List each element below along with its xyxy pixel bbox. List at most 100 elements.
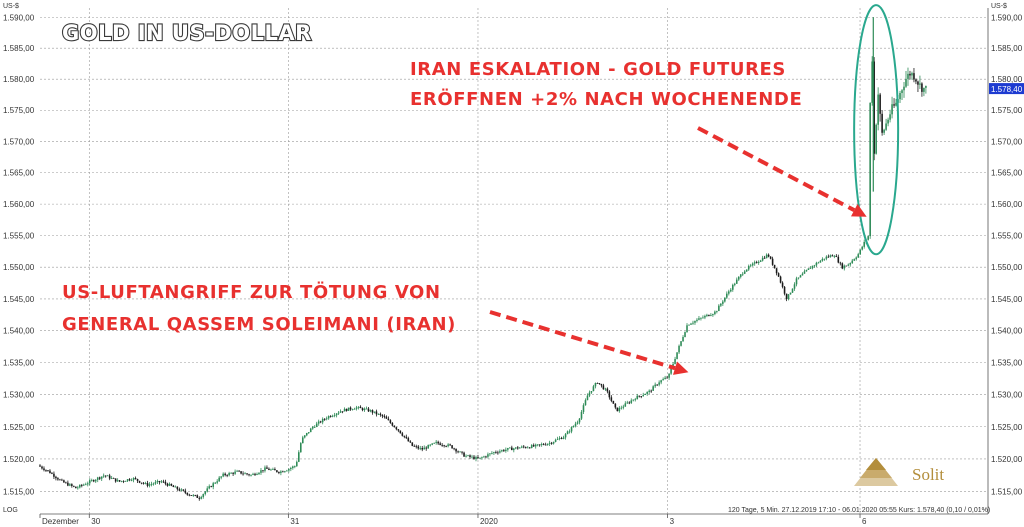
candle-body — [343, 408, 346, 412]
candle-body — [357, 406, 360, 408]
candle-body — [757, 261, 760, 263]
candle-body — [917, 81, 919, 85]
candle-body — [696, 319, 698, 321]
candle-body — [391, 422, 394, 426]
candle-body — [144, 482, 147, 484]
candle-body — [724, 297, 726, 302]
candle-body — [528, 447, 531, 449]
candle-body — [817, 262, 820, 264]
candle-body — [449, 444, 451, 446]
candle-body — [624, 403, 627, 407]
candle-body — [479, 457, 481, 459]
candle-body — [554, 439, 557, 442]
candle-body — [288, 469, 290, 471]
candle-body — [361, 408, 364, 411]
candle-body — [75, 486, 77, 489]
candle-body — [303, 435, 306, 438]
candle-body — [278, 471, 280, 473]
candle-body — [622, 406, 625, 408]
candle-body — [431, 443, 433, 445]
y-unit-label-right: US-$ — [991, 3, 1007, 10]
candle-body — [299, 443, 302, 453]
candle-body — [327, 416, 330, 419]
candle-body — [120, 480, 123, 482]
candle-body — [887, 119, 889, 124]
candle-body — [405, 436, 408, 439]
candle-body — [542, 444, 545, 446]
arrow-shaft — [489, 310, 676, 371]
candle-body — [264, 467, 266, 471]
y-tick-label-left: 1.545,00 — [3, 295, 35, 304]
candle-body — [401, 433, 404, 436]
candle-body — [409, 441, 412, 443]
candle-body — [459, 451, 461, 453]
candle-body — [435, 441, 437, 443]
candle-body — [234, 471, 236, 474]
candle-body — [383, 416, 386, 418]
candle-body — [678, 345, 680, 353]
candle-body — [600, 383, 603, 386]
candle-body — [51, 473, 53, 474]
candle-body — [321, 418, 324, 423]
candle-body — [903, 86, 905, 91]
candle-body — [765, 254, 768, 259]
candle-body — [520, 446, 523, 448]
candle-body — [654, 384, 656, 387]
y-tick-label-left: 1.515,00 — [3, 487, 35, 496]
candle-body — [919, 83, 921, 85]
candle-body — [447, 444, 449, 447]
candle-body — [598, 383, 601, 384]
candle-body — [136, 478, 139, 481]
candle-body — [566, 431, 569, 435]
last-price-marker — [989, 83, 1024, 95]
candle-body — [489, 453, 491, 455]
candle-body — [45, 470, 47, 471]
candle-body — [739, 274, 742, 277]
candle-body — [857, 254, 860, 258]
y-tick-label-right: 1.555,00 — [991, 232, 1023, 241]
candle-body — [702, 317, 704, 319]
candle-body — [417, 446, 420, 449]
candle-body — [584, 400, 587, 406]
candle-body — [94, 479, 97, 482]
candle-body — [140, 482, 143, 484]
candle-body — [188, 494, 191, 496]
candle-body — [325, 418, 328, 420]
candle-body — [540, 444, 543, 446]
candle-body — [801, 273, 804, 276]
candle-body — [305, 432, 308, 436]
candle-body — [421, 447, 424, 450]
y-tick-label-right: 1.560,00 — [991, 200, 1023, 209]
candle-body — [614, 403, 617, 408]
candle-body — [309, 428, 312, 433]
candle-body — [116, 480, 119, 482]
candle-body — [457, 451, 459, 453]
candle-body — [747, 266, 750, 270]
candle-body — [871, 61, 873, 103]
candle-body — [451, 445, 453, 449]
candle-body — [811, 265, 814, 269]
candle-body — [731, 284, 734, 290]
candle-body — [256, 473, 258, 475]
candle-body — [694, 320, 696, 323]
arrow-head — [851, 204, 867, 217]
x-tick-label: 2020 — [480, 517, 498, 526]
candle-body — [329, 416, 332, 417]
candle-body — [646, 391, 648, 394]
candle-body — [377, 413, 380, 415]
candle-body — [666, 377, 668, 379]
candle-body — [509, 447, 511, 449]
last-price-label: 1.578,40 — [991, 85, 1023, 94]
candle-body — [262, 470, 264, 472]
candle-body — [730, 289, 732, 292]
candle-body — [656, 384, 658, 386]
candle-body — [425, 447, 428, 449]
candle-body — [296, 461, 298, 467]
candle-body — [250, 474, 252, 476]
candle-body — [524, 447, 527, 448]
candle-body — [202, 494, 205, 498]
candle-body — [393, 425, 396, 428]
candle-body — [369, 410, 372, 412]
y-tick-label-right: 1.540,00 — [991, 327, 1023, 336]
candle-body — [248, 474, 250, 476]
